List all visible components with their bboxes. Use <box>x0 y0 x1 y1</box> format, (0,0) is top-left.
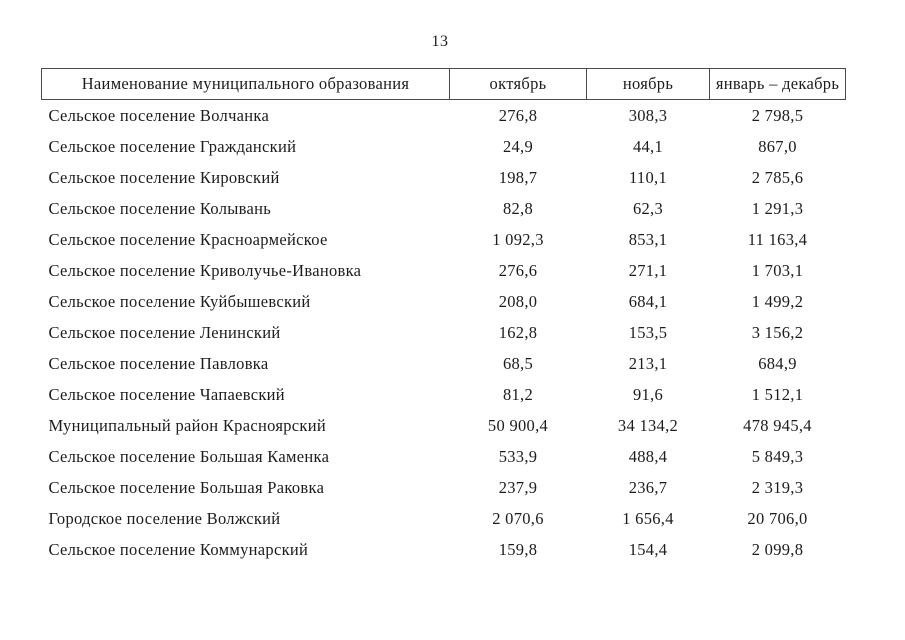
municipality-name-cell: Муниципальный район Красноярский <box>48 415 326 435</box>
november-value-cell: 213,1 <box>628 353 668 373</box>
october-value-cell: 2 070,6 <box>492 508 544 528</box>
municipality-name-cell: Сельское поселение Криволучье-Ивановка <box>48 260 362 280</box>
november-value-cell: 34 134,2 <box>617 415 679 435</box>
header-october: октябрь <box>449 68 587 100</box>
table-row: Муниципальный район Красноярский 50 900,… <box>42 410 846 441</box>
table-row: Сельское поселение Коммунарский 159,8 15… <box>42 534 846 565</box>
november-value-cell: 62,3 <box>632 198 664 218</box>
table-row: Городское поселение Волжский 2 070,6 1 6… <box>42 503 846 534</box>
table-row: Сельское поселение Гражданский 24,9 44,1… <box>42 131 846 162</box>
table-header-row: Наименование муниципального образования … <box>41 68 846 100</box>
municipality-name-cell: Сельское поселение Гражданский <box>48 136 297 156</box>
jan-dec-value-cell: 478 945,4 <box>743 415 812 435</box>
jan-dec-value-cell: 2 785,6 <box>751 167 804 187</box>
municipality-name-cell: Сельское поселение Большая Каменка <box>48 446 330 466</box>
jan-dec-value-cell: 2 798,5 <box>751 105 804 125</box>
municipalities-table: Наименование муниципального образования … <box>41 68 846 565</box>
november-value-cell: 44,1 <box>632 136 664 156</box>
table-row: Сельское поселение Чапаевский 81,2 91,6 … <box>42 379 846 410</box>
october-value-cell: 276,8 <box>498 105 538 125</box>
header-municipality-name: Наименование муниципального образования <box>41 68 450 100</box>
october-value-cell: 82,8 <box>502 198 534 218</box>
municipality-name-cell: Сельское поселение Ленинский <box>48 322 281 342</box>
municipality-name-cell: Сельское поселение Павловка <box>48 353 269 373</box>
jan-dec-value-cell: 5 849,3 <box>751 446 804 466</box>
october-value-cell: 162,8 <box>498 322 538 342</box>
october-value-cell: 237,9 <box>498 477 538 497</box>
october-value-cell: 24,9 <box>502 136 534 156</box>
municipality-name-cell: Сельское поселение Куйбышевский <box>48 291 311 311</box>
november-value-cell: 154,4 <box>628 539 668 559</box>
table-row: Сельское поселение Куйбышевский 208,0 68… <box>42 286 846 317</box>
october-value-cell: 1 092,3 <box>492 229 544 249</box>
jan-dec-value-cell: 1 703,1 <box>751 260 804 280</box>
october-value-cell: 208,0 <box>498 291 538 311</box>
november-value-cell: 236,7 <box>628 477 668 497</box>
november-value-cell: 91,6 <box>632 384 664 404</box>
jan-dec-value-cell: 1 291,3 <box>751 198 804 218</box>
table-header: Наименование муниципального образования … <box>41 68 846 100</box>
municipality-name-cell: Сельское поселение Коммунарский <box>48 539 309 559</box>
october-value-cell: 68,5 <box>502 353 534 373</box>
table-row: Сельское поселение Колывань 82,8 62,3 1 … <box>42 193 846 224</box>
jan-dec-value-cell: 20 706,0 <box>747 508 808 528</box>
header-november: ноябрь <box>586 68 710 100</box>
jan-dec-value-cell: 11 163,4 <box>747 229 808 249</box>
table-row: Сельское поселение Большая Раковка 237,9… <box>42 472 846 503</box>
table-row: Сельское поселение Криволучье-Ивановка 2… <box>42 255 846 286</box>
jan-dec-value-cell: 1 512,1 <box>751 384 804 404</box>
table-row: Сельское поселение Волчанка 276,8 308,3 … <box>42 100 846 132</box>
october-value-cell: 198,7 <box>498 167 538 187</box>
table-row: Сельское поселение Красноармейское 1 092… <box>42 224 846 255</box>
jan-dec-value-cell: 2 319,3 <box>751 477 804 497</box>
municipality-name-cell: Сельское поселение Чапаевский <box>48 384 285 404</box>
october-value-cell: 159,8 <box>498 539 538 559</box>
november-value-cell: 853,1 <box>628 229 668 249</box>
november-value-cell: 1 656,4 <box>622 508 674 528</box>
table-row: Сельское поселение Ленинский 162,8 153,5… <box>42 317 846 348</box>
page-number: 13 <box>431 33 449 50</box>
jan-dec-value-cell: 2 099,8 <box>751 539 804 559</box>
october-value-cell: 276,6 <box>498 260 538 280</box>
november-value-cell: 153,5 <box>628 322 668 342</box>
october-value-cell: 533,9 <box>498 446 538 466</box>
jan-dec-value-cell: 684,9 <box>758 353 797 373</box>
municipality-name-cell: Сельское поселение Кировский <box>48 167 280 187</box>
header-january-december: январь – декабрь <box>709 68 846 100</box>
october-value-cell: 81,2 <box>502 384 534 404</box>
november-value-cell: 488,4 <box>628 446 668 466</box>
table-body: Сельское поселение Волчанка 276,8 308,3 … <box>42 100 846 566</box>
jan-dec-value-cell: 867,0 <box>758 136 797 156</box>
municipality-name-cell: Сельское поселение Волчанка <box>48 105 270 125</box>
municipality-name-cell: Сельское поселение Колывань <box>48 198 272 218</box>
jan-dec-value-cell: 1 499,2 <box>751 291 804 311</box>
october-value-cell: 50 900,4 <box>487 415 549 435</box>
table-row: Сельское поселение Большая Каменка 533,9… <box>42 441 846 472</box>
jan-dec-value-cell: 3 156,2 <box>751 322 804 342</box>
municipality-name-cell: Сельское поселение Большая Раковка <box>48 477 325 497</box>
table-row: Сельское поселение Кировский 198,7 110,1… <box>42 162 846 193</box>
november-value-cell: 308,3 <box>628 105 668 125</box>
november-value-cell: 271,1 <box>628 260 668 280</box>
municipality-name-cell: Городское поселение Волжский <box>48 508 281 528</box>
table-row: Сельское поселение Павловка 68,5 213,1 6… <box>42 348 846 379</box>
november-value-cell: 110,1 <box>628 167 667 187</box>
municipality-name-cell: Сельское поселение Красноармейское <box>48 229 328 249</box>
november-value-cell: 684,1 <box>628 291 668 311</box>
